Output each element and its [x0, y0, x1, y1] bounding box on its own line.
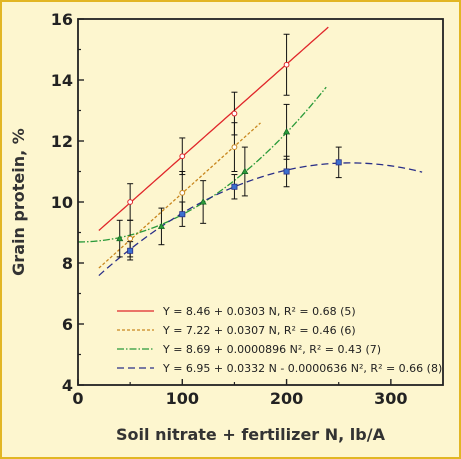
legend-label-series-3: Y = 8.69 + 0.0000896 N², R² = 0.43 (7) [162, 343, 381, 356]
data-point-series-3 [283, 128, 291, 135]
data-point-series-3 [157, 222, 165, 229]
x-tick-label: 100 [166, 389, 199, 408]
fit-curve-series-2 [98, 122, 261, 269]
data-point-series-2 [127, 235, 134, 242]
data-point-series-1 [127, 199, 134, 205]
x-tick-label: 200 [270, 389, 303, 408]
data-point-series-4 [335, 159, 342, 166]
data-point-series-4 [127, 247, 134, 254]
y-axis-title: Grain protein, % [9, 128, 28, 276]
legend-label-series-2: Y = 7.22 + 0.0307 N, R² = 0.46 (6) [162, 324, 356, 337]
y-tick-label: 8 [62, 254, 73, 273]
data-markers [116, 61, 342, 254]
y-tick-label: 10 [51, 193, 73, 212]
x-tick-label: 0 [72, 389, 83, 408]
fit-curve-series-4 [98, 162, 423, 277]
error-bars [116, 33, 342, 261]
fit-curve-series-1 [98, 26, 329, 231]
y-tick-label: 16 [51, 10, 73, 29]
y-tick-label: 6 [62, 315, 73, 334]
data-point-series-4 [283, 168, 290, 175]
data-point-series-4 [231, 183, 238, 190]
data-point-series-3 [116, 234, 124, 242]
y-tick-label: 4 [62, 376, 73, 395]
x-axis-title: Soil nitrate + fertilizer N, lb/A [116, 425, 386, 444]
data-point-series-3 [199, 198, 207, 205]
data-point-series-2 [179, 189, 186, 196]
y-tick-label: 14 [51, 71, 73, 90]
axis-ticks: 0 100 200 300 4 6 8 10 12 14 16 [51, 10, 408, 408]
data-point-series-1 [283, 61, 290, 68]
legend-label-series-4: Y = 6.95 + 0.0332 N - 0.0000636 N², R² =… [162, 362, 442, 375]
data-point-series-4 [179, 211, 186, 218]
legend: Y = 8.46 + 0.0303 N, R² = 0.68 (5) Y = 7.… [117, 305, 442, 375]
data-point-series-1 [231, 110, 238, 117]
data-point-series-3 [241, 167, 249, 174]
x-tick-label: 300 [374, 389, 407, 408]
legend-label-series-1: Y = 8.46 + 0.0303 N, R² = 0.68 (5) [162, 305, 356, 318]
data-point-series-1 [179, 153, 186, 160]
y-tick-label: 12 [51, 132, 73, 151]
data-point-series-2 [231, 144, 238, 151]
fit-curve-series-3 [77, 86, 327, 243]
